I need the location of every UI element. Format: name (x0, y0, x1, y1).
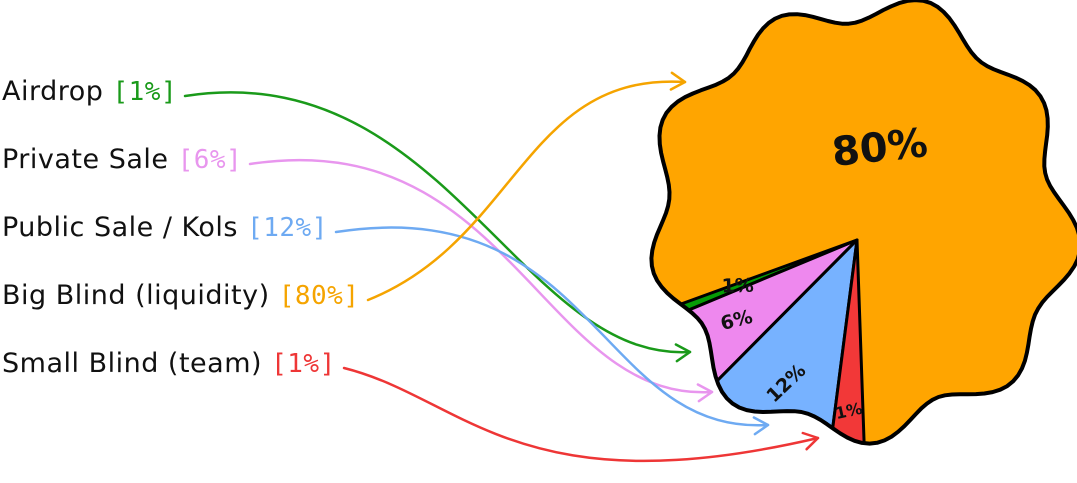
pie-outline (649, 0, 1077, 446)
slice-label-airdrop: 1% (721, 275, 754, 298)
legend-item-small-blind-team: Small Blind (team) [1%] (2, 348, 336, 379)
arrow-small-blind-team (342, 366, 820, 463)
pointer-arrows (183, 71, 820, 463)
legend-percentage: [1%] (112, 77, 178, 107)
legend-item-big-blind-liquidity: Big Blind (liquidity) [80%] (2, 280, 360, 311)
legend-percentage: [6%] (177, 145, 243, 175)
arrow-airdrop (183, 91, 692, 363)
legend-item-airdrop: Airdrop [1%] (2, 76, 177, 107)
legend-item-private-sale: Private Sale [6%] (2, 144, 242, 175)
legend-item-public-sale-kols: Public Sale / Kols [12%] (2, 212, 328, 243)
slice-label-big-blind-liquidity: 80% (830, 120, 930, 176)
legend-percentage: [80%] (278, 281, 360, 311)
legend-label: Airdrop (2, 76, 113, 107)
legend-label: Big Blind (liquidity) (2, 280, 279, 311)
arrow-public-sale-kols (334, 226, 770, 436)
legend-label: Small Blind (team) (2, 348, 272, 379)
legend-label: Public Sale / Kols (2, 212, 248, 243)
arrow-big-blind-liquidity (366, 71, 687, 302)
legend-label: Private Sale (2, 144, 178, 175)
legend-percentage: [1%] (271, 349, 336, 379)
arrow-private-sale (248, 158, 714, 403)
legend-percentage: [12%] (247, 213, 328, 243)
